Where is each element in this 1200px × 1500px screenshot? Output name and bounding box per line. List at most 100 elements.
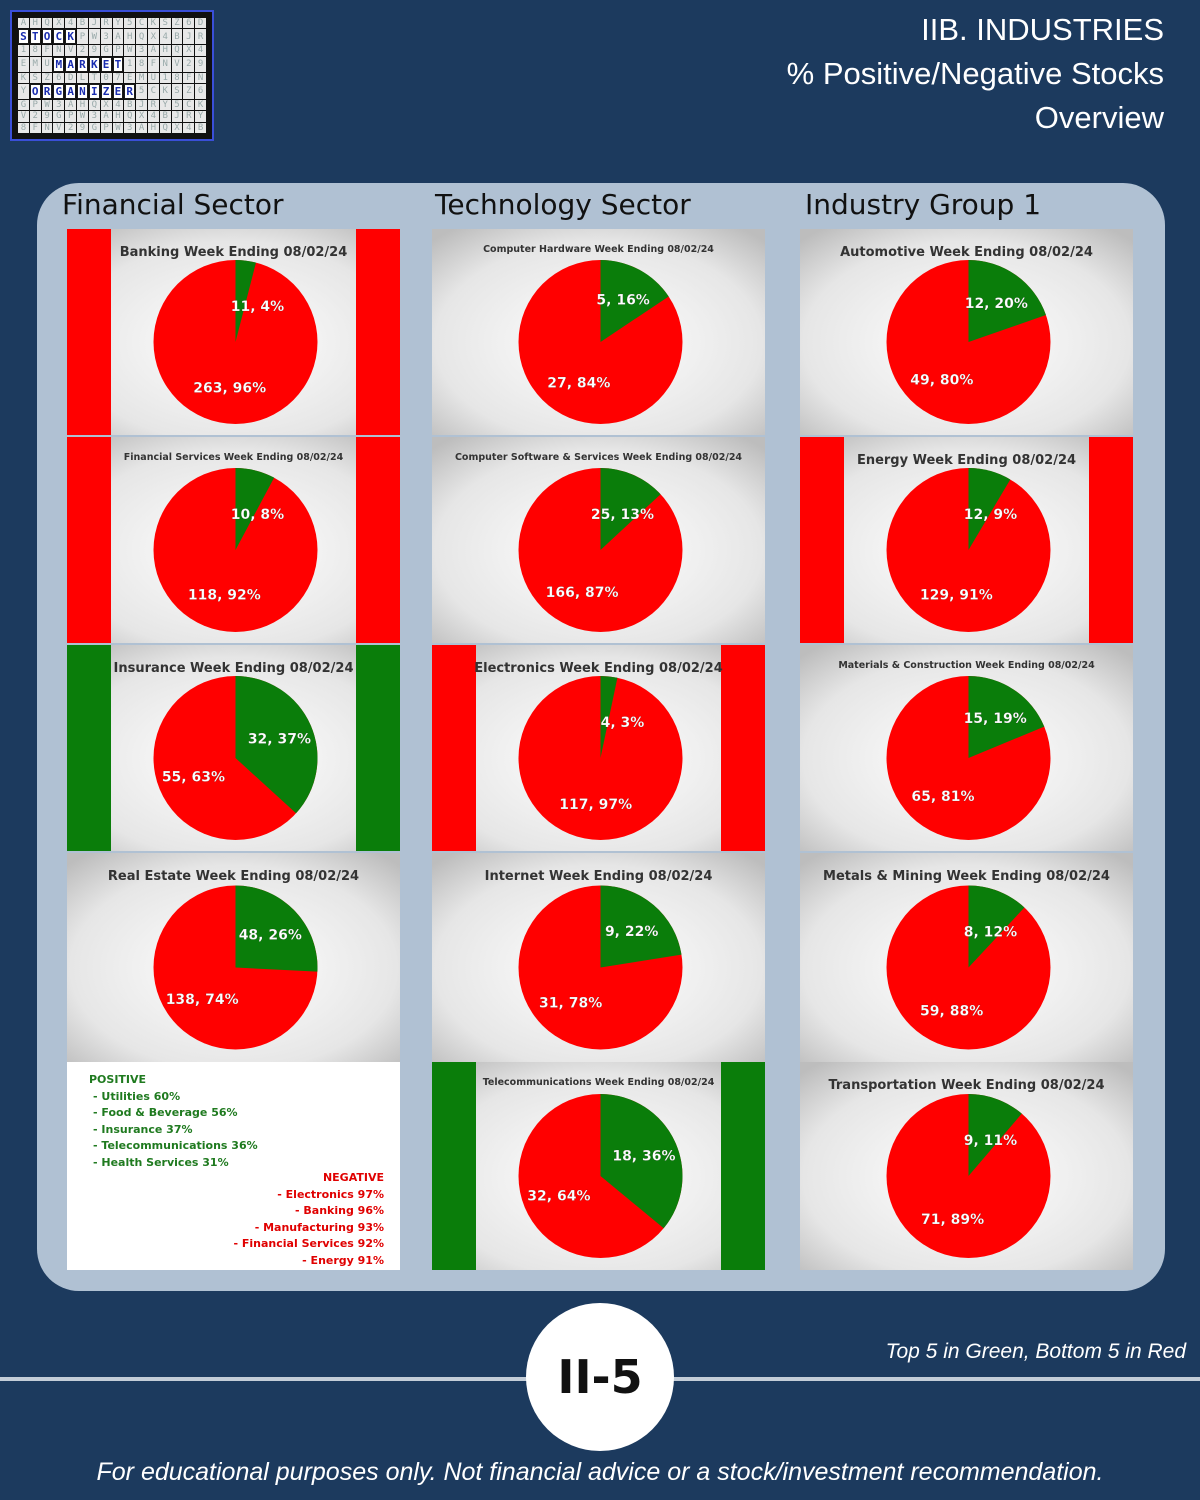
chart-title: Insurance Week Ending 08/02/24 (113, 661, 353, 676)
logo-cell: Y (112, 18, 124, 29)
logo-cell: C (183, 99, 195, 111)
logo-cell: F (147, 56, 159, 72)
status-bar-left (67, 229, 111, 435)
logo-cell: B (195, 122, 206, 133)
status-bar-right (721, 645, 765, 851)
pie-slice-positive (600, 468, 661, 550)
logo-cell: J (88, 18, 100, 29)
logo-cell: H (77, 99, 88, 111)
logo-cell: T (88, 72, 100, 83)
logo-letter: G (53, 83, 65, 99)
pie-chart-svg: Insurance Week Ending 08/02/24 32, 37% 55,… (67, 645, 400, 851)
logo-cell: M (136, 72, 147, 83)
logo-cell: Q (88, 99, 100, 111)
logo-cell: A (65, 99, 77, 111)
data-label-negative: 49, 80% (910, 372, 973, 388)
logo-cell: S (159, 18, 171, 29)
chart-title: Banking Week Ending 08/02/24 (120, 245, 348, 260)
data-label-positive: 32, 37% (248, 732, 311, 748)
chart-title: Computer Hardware Week Ending 08/02/24 (483, 244, 714, 255)
positive-item: - Food & Beverage 56% (93, 1106, 238, 1120)
pie-chart-svg: Real Estate Week Ending 08/02/24 48, 26% 1… (67, 853, 400, 1062)
logo-cell: A (147, 45, 159, 56)
data-label-negative: 32, 64% (527, 1189, 590, 1205)
logo-cell: H (112, 111, 124, 122)
logo-letter: R (77, 56, 88, 72)
logo-letter: R (41, 83, 53, 99)
logo-cell: P (100, 122, 112, 133)
logo-cell: 6 (183, 18, 195, 29)
logo-cell: W (88, 29, 100, 45)
status-bar-left (67, 645, 111, 851)
column-title-financial: Financial Sector (62, 188, 284, 221)
logo-cell: A (100, 111, 112, 122)
pie-chart-svg: Transportation Week Ending 08/02/24 9, 11… (800, 1062, 1133, 1270)
logo-cell: C (147, 83, 159, 99)
logo-cell: X (53, 18, 65, 29)
pie-chart-materials-construction: Materials & Construction Week Ending 08/… (800, 645, 1133, 851)
logo-cell: V (53, 122, 65, 133)
column-title-industry-group: Industry Group 1 (805, 188, 1042, 221)
logo-letter: S (18, 29, 29, 45)
logo-cell: N (41, 122, 53, 133)
logo-cell: B (171, 29, 183, 45)
data-label-negative: 129, 91% (920, 587, 993, 603)
logo-cell: E (124, 72, 136, 83)
logo-cell: G (100, 45, 112, 56)
logo-cell: 9 (88, 45, 100, 56)
positive-item: - Insurance 37% (93, 1122, 193, 1136)
logo-cell: 4 (183, 122, 195, 133)
pie-chart-svg: Metals & Mining Week Ending 08/02/24 8, 1… (800, 853, 1133, 1062)
pie-chart-real-estate: Real Estate Week Ending 08/02/24 48, 26% 1… (67, 853, 400, 1062)
logo-cell: Q (124, 111, 136, 122)
pie-chart-energy: Energy Week Ending 08/02/24 12, 9% 129, 91… (800, 437, 1133, 643)
data-label-positive: 11, 4% (231, 299, 284, 315)
logo-cell: P (29, 99, 41, 111)
negative-item: - Electronics 97% (277, 1187, 384, 1201)
pie-slice-positive (968, 260, 1046, 342)
logo-cell: V (65, 45, 77, 56)
negative-header: NEGATIVE (322, 1171, 384, 1184)
disclaimer: For educational purposes only. Not finan… (96, 1458, 1104, 1486)
logo-cell: K (195, 99, 206, 111)
pie-slice-positive (235, 468, 275, 550)
logo-letter: I (88, 83, 100, 99)
logo-cell: 5 (171, 99, 183, 111)
logo-cell: X (171, 122, 183, 133)
logo-letter: K (65, 29, 77, 45)
chart-title: Energy Week Ending 08/02/24 (857, 453, 1076, 468)
logo-cell: A (136, 122, 147, 133)
logo-cell: C (136, 18, 147, 29)
data-label-negative: 166, 87% (546, 585, 619, 601)
pie-slice-positive (968, 1094, 1022, 1176)
data-label-negative: 27, 84% (547, 376, 610, 392)
data-label-positive: 25, 13% (591, 507, 654, 523)
pie-chart-telecommunications: Telecommunications Week Ending 08/02/24 1… (432, 1062, 765, 1270)
logo-cell: Y (159, 99, 171, 111)
pie-chart-svg: Automotive Week Ending 08/02/24 12, 20% 49… (800, 229, 1133, 435)
data-label-positive: 4, 3% (601, 715, 645, 731)
logo-cell: 2 (29, 111, 41, 122)
logo-cell: K (147, 18, 159, 29)
chart-title: Automotive Week Ending 08/02/24 (840, 245, 1093, 260)
title-line-3: Overview (1034, 100, 1164, 135)
legend-note: Top 5 in Green, Bottom 5 in Red (885, 1340, 1186, 1363)
title-line-2: % Positive/Negative Stocks (786, 56, 1164, 91)
logo-letter: Z (100, 83, 112, 99)
chart-title: Transportation Week Ending 08/02/24 (828, 1078, 1104, 1093)
logo-letter: M (53, 56, 65, 72)
data-label-negative: 117, 97% (559, 797, 632, 813)
logo-cell: 6 (195, 83, 206, 99)
pie-chart-internet: Internet Week Ending 08/02/24 9, 22% 31, 7… (432, 853, 765, 1062)
status-bar-right (1089, 437, 1133, 643)
logo-letter: K (88, 56, 100, 72)
logo-cell: R (195, 29, 206, 45)
logo-cell: P (77, 29, 88, 45)
data-label-positive: 15, 19% (964, 711, 1027, 727)
logo-cell: S (171, 83, 183, 99)
logo-letter: E (100, 56, 112, 72)
logo-cell: V (18, 111, 29, 122)
logo-cell: 1 (159, 72, 171, 83)
logo-cell: 5 (136, 83, 147, 99)
logo-cell: X (147, 29, 159, 45)
